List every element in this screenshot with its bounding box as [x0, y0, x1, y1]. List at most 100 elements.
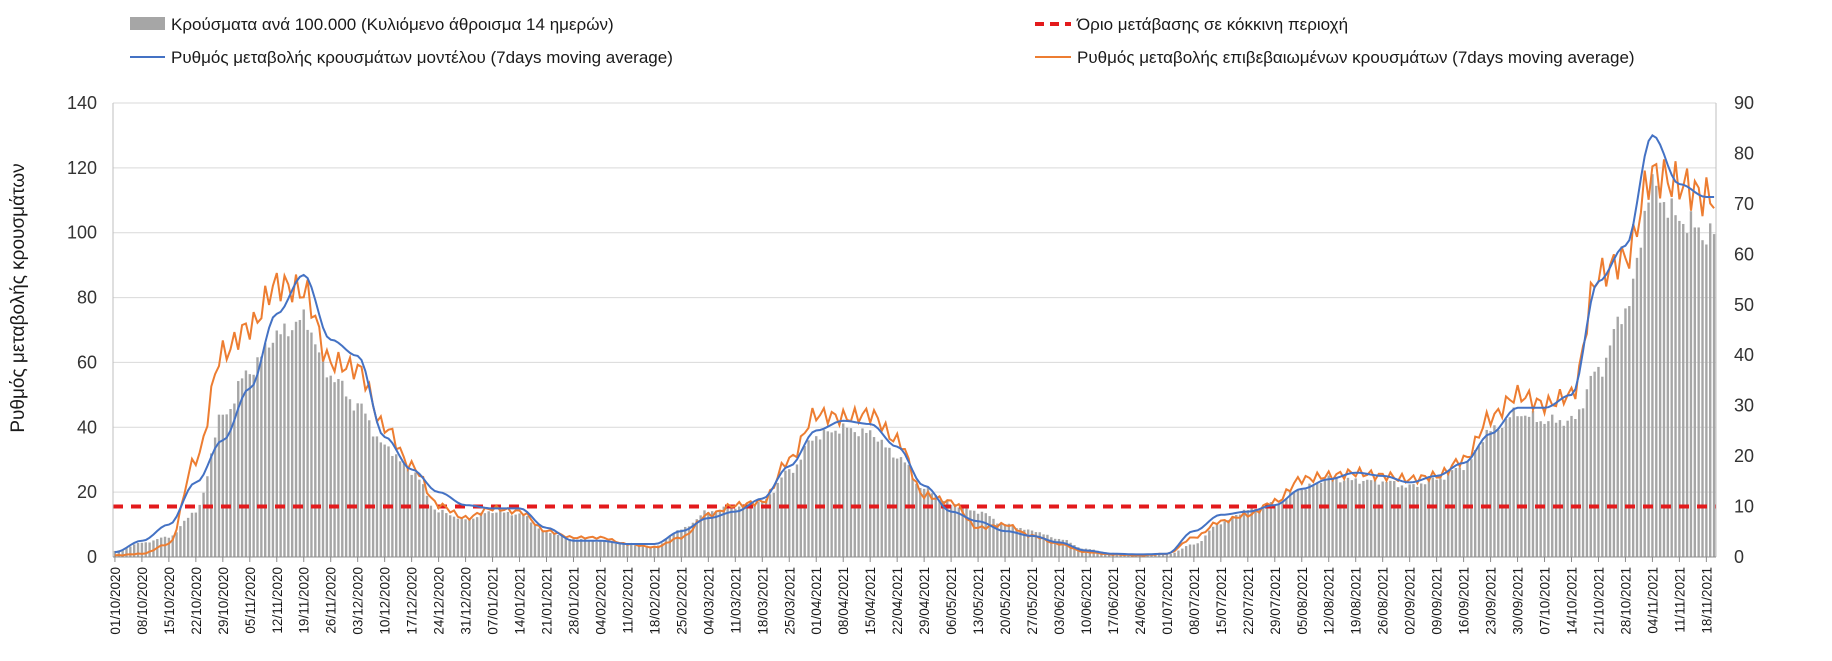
case-rate-bar [395, 454, 398, 557]
x-tick-label: 18/11/2021 [1699, 567, 1714, 634]
case-rate-bar [930, 493, 934, 557]
case-rate-bar [1242, 509, 1246, 557]
case-rate-bar [637, 544, 641, 557]
confirmed-cases-line [114, 159, 1715, 557]
case-rate-bar [317, 352, 321, 557]
case-rate-bar [761, 500, 764, 557]
case-rate-bar [1635, 257, 1639, 557]
x-tick-label: 29/10/2020 [216, 567, 231, 635]
case-rate-bar [398, 461, 402, 557]
case-rate-bar [1042, 534, 1045, 557]
case-rate-bar [1504, 418, 1508, 557]
case-rate-bar [1685, 233, 1689, 557]
x-tick-label: 04/02/2021 [593, 567, 608, 635]
case-rate-bar [1339, 482, 1342, 557]
case-rate-bar [599, 540, 602, 557]
case-rate-bar [1543, 423, 1546, 557]
case-rate-bar [1446, 471, 1450, 557]
case-rate-bar [1003, 524, 1007, 557]
case-rate-bar [1215, 523, 1219, 557]
case-rate-bar [1454, 468, 1458, 557]
case-rate-bar [1308, 483, 1311, 557]
case-rate-bar [660, 543, 664, 557]
case-rate-bar [579, 538, 583, 557]
case-rate-bar [1562, 425, 1565, 557]
x-tick-label: 21/01/2021 [540, 567, 555, 635]
y-left-tick-label: 120 [67, 158, 97, 178]
x-tick-label: 15/07/2021 [1214, 567, 1229, 635]
case-rate-bar [306, 329, 309, 557]
x-tick-label: 09/09/2021 [1430, 567, 1445, 635]
case-rate-bar [1701, 240, 1704, 557]
case-rate-bar [483, 513, 487, 557]
case-rate-bar [1608, 345, 1612, 557]
case-rate-bar [1015, 528, 1018, 557]
case-rate-bar [1077, 547, 1080, 557]
x-tick-label: 22/07/2021 [1241, 567, 1256, 635]
legend-bars-swatch [130, 17, 165, 30]
case-rate-bar [1373, 478, 1377, 557]
case-rate-bar [1689, 211, 1693, 557]
case-rate-bar [1084, 548, 1088, 557]
x-tick-label: 18/02/2021 [647, 567, 662, 635]
case-rate-bar [1154, 554, 1157, 557]
x-tick-label: 26/11/2020 [324, 567, 339, 634]
y-right-tick-label: 30 [1734, 396, 1754, 416]
case-rate-bar [895, 458, 899, 557]
case-rate-bar [1485, 429, 1488, 557]
x-tick-label: 02/09/2021 [1403, 567, 1418, 635]
case-rate-bar [159, 537, 163, 557]
case-rate-bar [479, 512, 483, 557]
case-rate-bar [267, 347, 271, 557]
case-rate-bar [1188, 544, 1192, 557]
case-rate-bar [1412, 484, 1415, 557]
case-rate-bar [618, 543, 621, 557]
case-rate-bar [1439, 478, 1442, 557]
case-rate-bar [1404, 487, 1407, 557]
case-rate-bar [1481, 442, 1485, 557]
case-rate-bar [1427, 477, 1431, 557]
case-rate-bar [1655, 185, 1658, 557]
case-rate-bar [1358, 483, 1361, 557]
case-rate-bar [772, 492, 776, 557]
legend: Κρούσματα ανά 100.000 (Κυλιόμενο άθροισμ… [130, 15, 1635, 67]
case-rate-bar [233, 403, 236, 557]
case-rate-bar [113, 550, 117, 557]
x-tick-label: 24/12/2020 [432, 567, 447, 635]
x-tick-label: 14/01/2021 [513, 567, 528, 635]
case-rate-bar [360, 403, 363, 557]
case-rate-bar [433, 509, 436, 557]
case-rate-bar [1593, 371, 1596, 557]
case-rate-bar [1435, 479, 1438, 557]
case-rate-bar [1315, 482, 1319, 557]
case-rate-bar [175, 532, 178, 557]
case-rate-bar [1639, 247, 1643, 557]
case-rate-bar [526, 516, 529, 557]
case-rate-bar [1026, 529, 1030, 557]
case-rate-bar [1520, 416, 1523, 557]
case-rate-bar [849, 428, 853, 557]
case-rate-bar [1709, 223, 1712, 558]
x-tick-label: 16/09/2021 [1457, 567, 1472, 635]
case-rate-bar [1258, 509, 1261, 557]
case-rate-bar [630, 544, 633, 557]
case-rate-bar [737, 506, 741, 557]
case-rate-bar [946, 501, 949, 557]
case-rate-bar [1030, 530, 1034, 557]
case-rate-bar [1524, 415, 1527, 557]
case-rate-bar [949, 504, 953, 557]
case-rate-bar [587, 540, 591, 557]
case-rate-bar [1069, 542, 1072, 557]
x-tick-label: 22/10/2020 [189, 567, 204, 635]
case-rate-bar [1705, 244, 1708, 557]
x-tick-label: 15/10/2020 [162, 567, 177, 635]
case-rate-bar [244, 370, 248, 557]
case-rate-bar [1423, 484, 1427, 557]
case-rate-bar [876, 441, 880, 557]
case-rate-bar [606, 541, 610, 557]
case-rate-bar [818, 439, 822, 557]
case-rate-bar [279, 334, 282, 557]
case-rate-bar [980, 511, 984, 557]
case-rate-bar [221, 414, 225, 557]
